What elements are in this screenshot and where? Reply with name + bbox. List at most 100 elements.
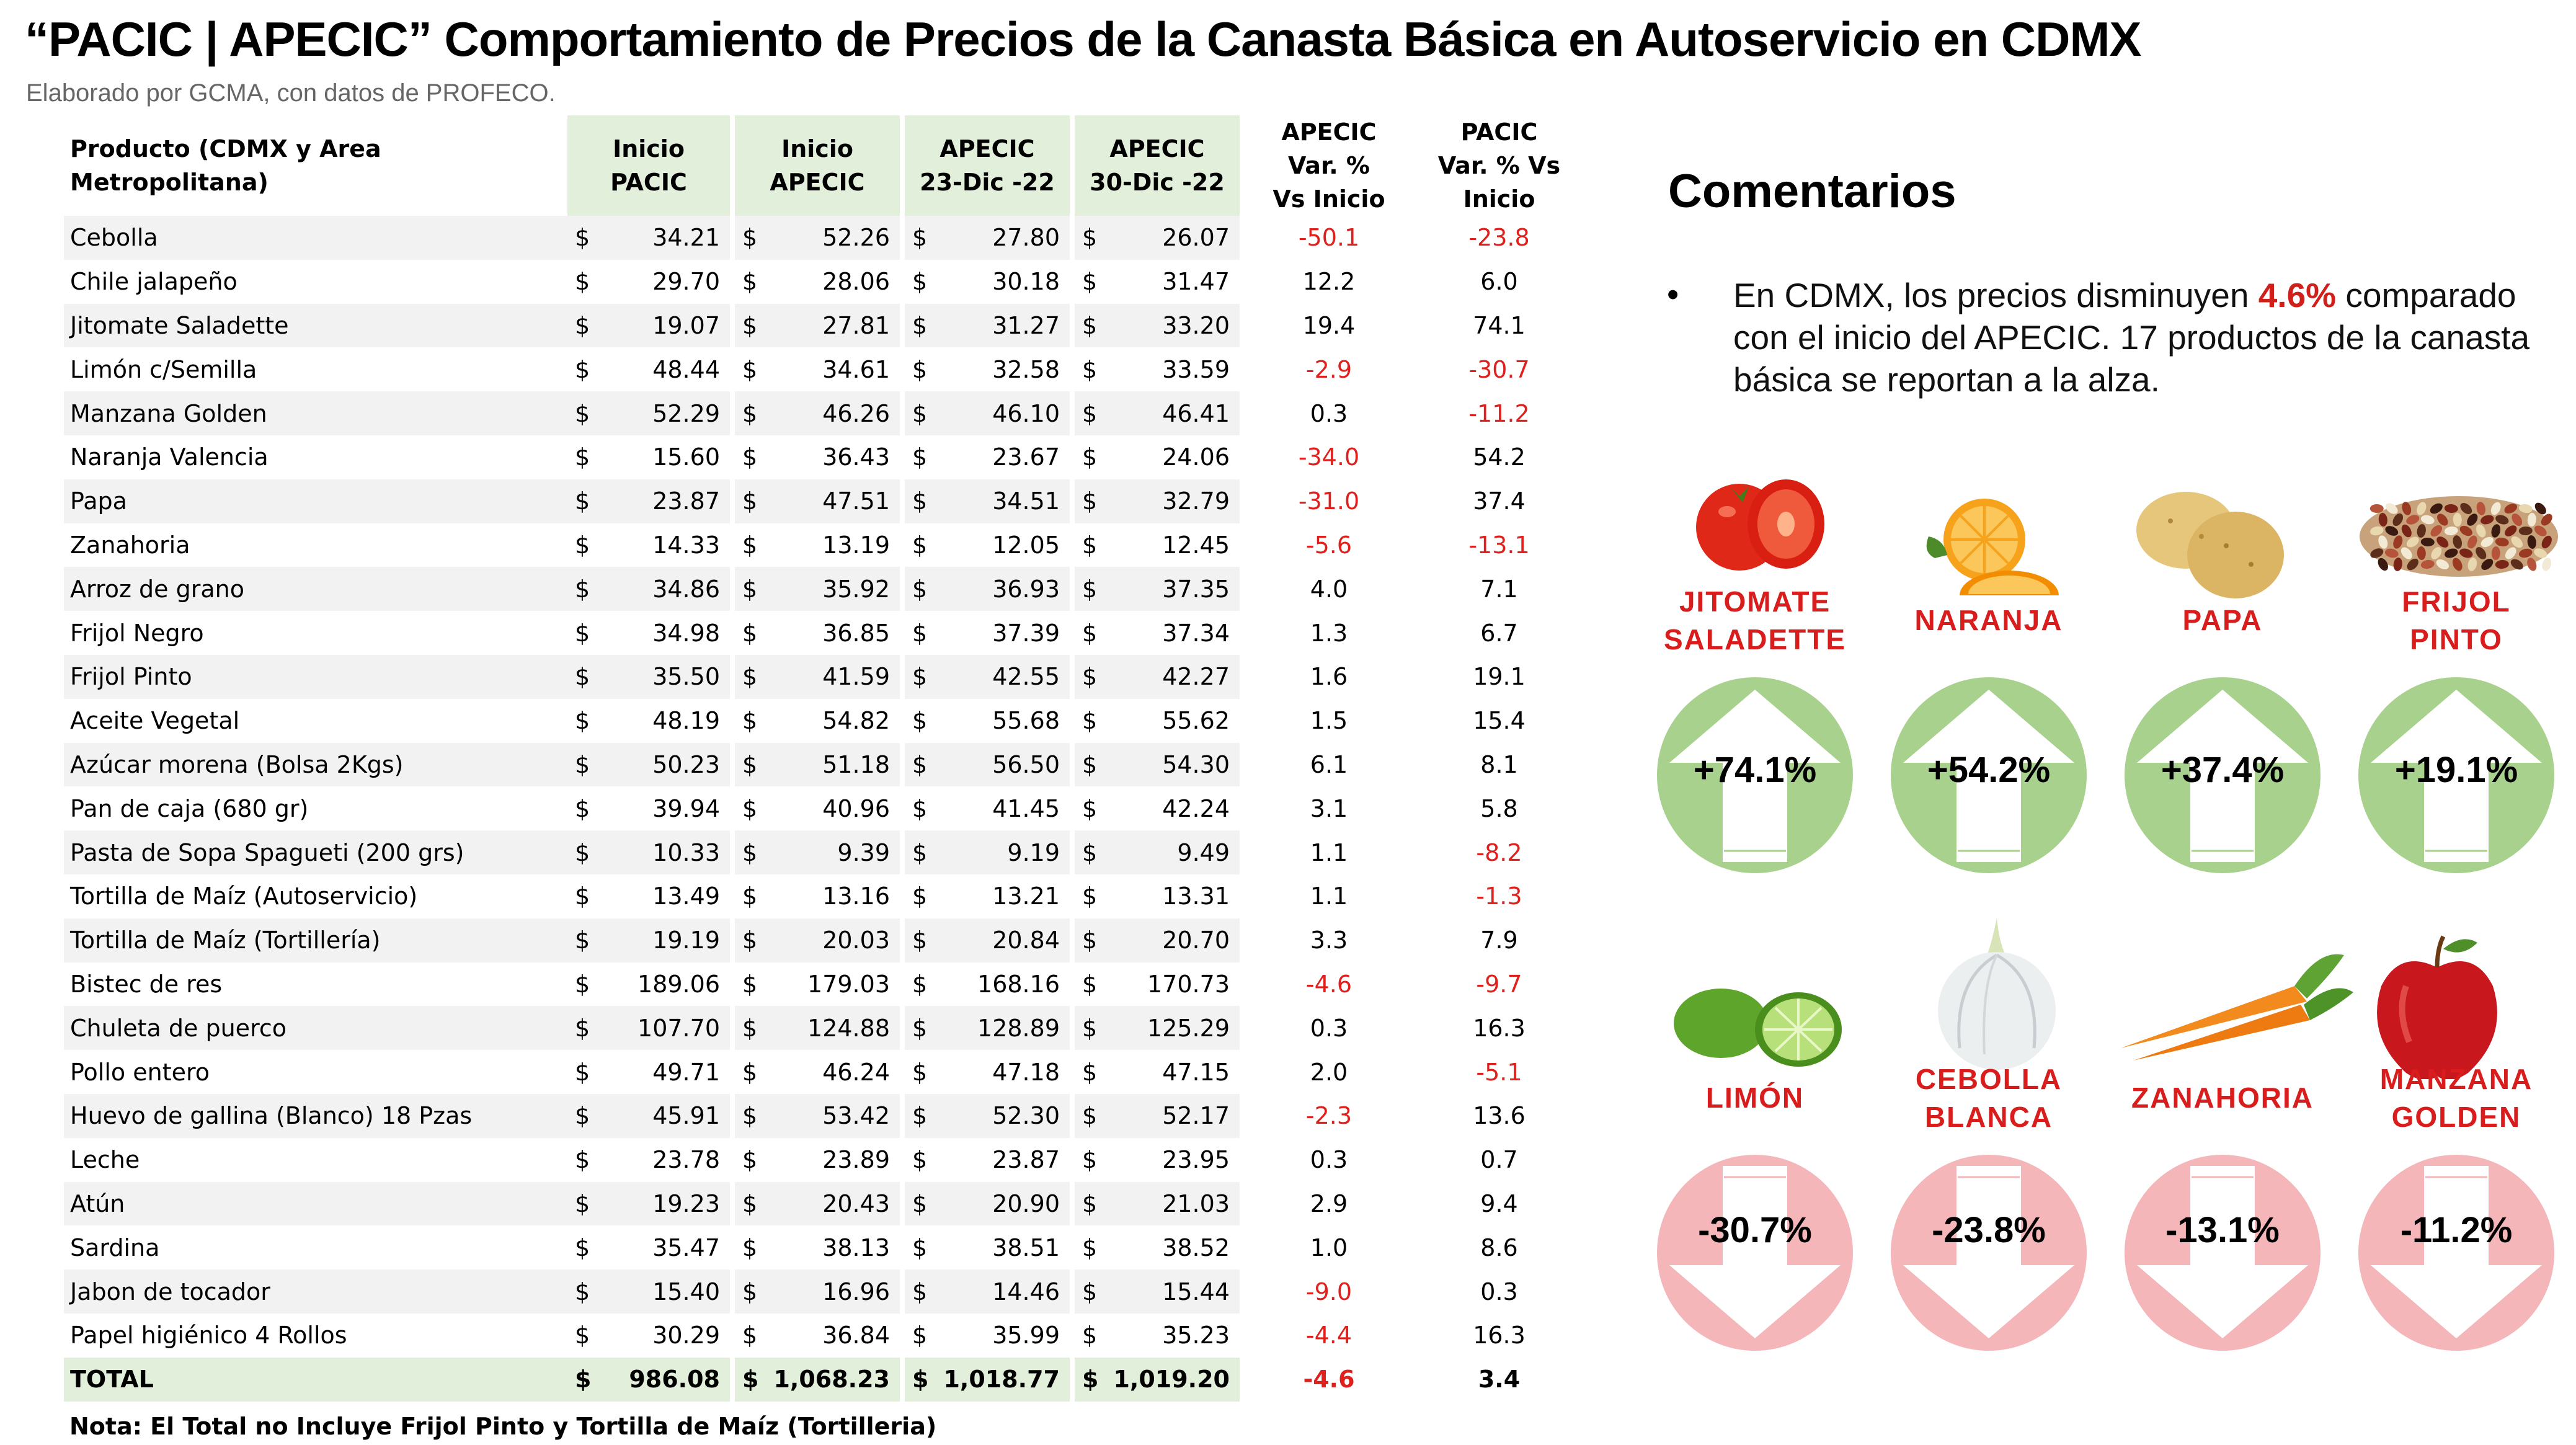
currency-symbol: $ [912, 838, 928, 866]
cell-apecic-23: $168.16 [905, 962, 1075, 1007]
price-value: 23.89 [822, 1146, 890, 1174]
price-value: 9.39 [837, 838, 890, 866]
price-value: 19.07 [652, 311, 720, 339]
cell-var-apecic: 2.9 [1310, 1189, 1348, 1217]
cell-inicio-apecic: $28.06 [735, 259, 905, 304]
cell-var-apecic: -4.6 [1305, 970, 1352, 998]
price-value: 107.70 [637, 1014, 720, 1042]
table-row: Zanahoria $14.33 $13.19 $12.05 $12.45 -5.6 -13… [64, 523, 1585, 567]
cell-inicio-pacic: $23.87 [567, 479, 735, 523]
cell-inicio-apecic: $53.42 [735, 1093, 905, 1138]
cell-var-pacic: -5.1 [1476, 1058, 1522, 1086]
price-value: 55.68 [992, 707, 1060, 735]
cell-var-apecic: -4.4 [1305, 1322, 1352, 1349]
price-value: 51.18 [822, 750, 890, 778]
cell-var-pacic: -8.2 [1476, 838, 1522, 866]
cell-apecic-30: $125.29 [1075, 1006, 1245, 1051]
card-percent: -11.2% [2400, 1210, 2513, 1250]
currency-symbol: $ [1082, 1058, 1098, 1086]
price-value: 37.34 [1162, 619, 1230, 647]
currency-symbol: $ [575, 1014, 590, 1042]
cell-var-pacic: 16.3 [1473, 1014, 1526, 1042]
cell-apecic-30: $23.95 [1075, 1137, 1245, 1182]
table-row: Manzana Golden $52.29 $46.26 $46.10 $46.41 0.… [64, 391, 1585, 435]
up-arrow-icon [2125, 677, 2321, 873]
card-label: PAPA [2182, 604, 2263, 636]
cell-inicio-pacic: $35.50 [567, 654, 735, 699]
price-value: 35.23 [1162, 1322, 1230, 1349]
currency-symbol: $ [1082, 399, 1098, 427]
price-value: 10.33 [652, 838, 720, 866]
cell-inicio-apecic: $46.26 [735, 391, 905, 435]
cell-var-pacic: 74.1 [1473, 311, 1526, 339]
currency-symbol: $ [1082, 1146, 1098, 1174]
table-note: Nota: El Total no Incluye Frijol Pinto y… [69, 1413, 937, 1440]
cell-inicio-pacic: $34.98 [567, 611, 735, 655]
currency-symbol: $ [912, 663, 928, 691]
table-row: Leche $23.78 $23.89 $23.87 $23.95 0.3 0.7 [64, 1137, 1585, 1182]
card-label: NARANJA [1914, 604, 2063, 636]
card-percent: +74.1% [1693, 750, 1817, 790]
currency-symbol: $ [575, 1102, 590, 1130]
cell-producto: Limón c/Semilla [70, 355, 257, 383]
cell-inicio-apecic: $179.03 [735, 962, 905, 1007]
cell-apecic-23: $14.46 [905, 1269, 1075, 1314]
table-row: Chuleta de puerco $107.70 $124.88 $128.89 $1… [64, 1006, 1585, 1051]
cell-apecic-30: $37.34 [1075, 611, 1245, 655]
cell-apecic-30: $54.30 [1075, 742, 1245, 787]
cell-apecic-30: $37.35 [1075, 567, 1245, 611]
cell-var-apecic: -2.3 [1305, 1102, 1352, 1130]
cell-var-pacic: 15.4 [1473, 707, 1526, 735]
currency-symbol: $ [742, 1189, 758, 1217]
currency-symbol: $ [575, 927, 590, 954]
currency-symbol: $ [575, 1278, 590, 1305]
price-value: 35.92 [822, 575, 890, 603]
price-value: 29.70 [652, 268, 720, 296]
cell-inicio-apecic: $23.89 [735, 1137, 905, 1182]
currency-symbol: $ [912, 619, 928, 647]
cell-apecic-23: $13.21 [905, 874, 1075, 918]
up-arrow-icon [1891, 677, 2087, 873]
col-header-apecic-30: APECIC 30-Dic -22 [1075, 115, 1245, 216]
cell-apecic-30: $170.73 [1075, 962, 1245, 1007]
currency-symbol: $ [912, 750, 928, 778]
table-row: Jabon de tocador $15.40 $16.96 $14.46 $15.44… [64, 1269, 1585, 1314]
cell-apecic-30: $42.27 [1075, 654, 1245, 699]
card-label: ZANAHORIA [2131, 1082, 2314, 1114]
currency-symbol: $ [575, 838, 590, 866]
cell-var-pacic: 0.7 [1480, 1146, 1518, 1174]
table-row: Naranja Valencia $15.60 $36.43 $23.67 $24.06… [64, 435, 1585, 479]
cell-var-pacic: 7.1 [1480, 575, 1518, 603]
price-value: 54.82 [822, 707, 890, 735]
price-value: 42.24 [1162, 794, 1230, 822]
cell-inicio-apecic: $13.19 [735, 523, 905, 567]
currency-symbol: $ [912, 1146, 928, 1174]
cell-producto: Huevo de gallina (Blanco) 18 Pzas [64, 1093, 567, 1138]
price-value: 36.93 [992, 575, 1060, 603]
price-value: 179.03 [807, 970, 890, 998]
cell-var-apecic: 0.3 [1310, 1014, 1348, 1042]
cell-producto: Pollo entero [70, 1058, 210, 1086]
price-value: 34.51 [992, 487, 1060, 515]
cell-producto: TOTAL [64, 1357, 567, 1402]
cell-inicio-pacic: $19.23 [567, 1181, 735, 1226]
price-value: 23.95 [1162, 1146, 1230, 1174]
cell-var-pacic: 6.0 [1480, 268, 1518, 296]
currency-symbol: $ [1082, 1366, 1099, 1394]
currency-symbol: $ [912, 1102, 928, 1130]
table-row: Bistec de res $189.06 $179.03 $168.16 $170.7… [64, 962, 1585, 1007]
currency-symbol: $ [1082, 750, 1098, 778]
cell-var-pacic: 16.3 [1473, 1322, 1526, 1349]
comment-bullet: • [1667, 275, 1679, 313]
price-value: 21.03 [1162, 1189, 1230, 1217]
cell-apecic-23: $23.67 [905, 435, 1075, 479]
cell-apecic-23: $27.80 [905, 216, 1075, 260]
currency-symbol: $ [1082, 531, 1098, 559]
cell-var-pacic: 7.9 [1480, 927, 1518, 954]
price-value: 41.59 [822, 663, 890, 691]
cell-apecic-23: $35.99 [905, 1313, 1075, 1358]
col-header-producto: Producto (CDMX y Area Metropolitana) [70, 135, 381, 196]
down-arrow-icon [1891, 1155, 2087, 1351]
price-value: 1,019.20 [1113, 1366, 1230, 1394]
col-header-var-apecic: APECIC Var. % Vs Inicio [1272, 118, 1385, 213]
